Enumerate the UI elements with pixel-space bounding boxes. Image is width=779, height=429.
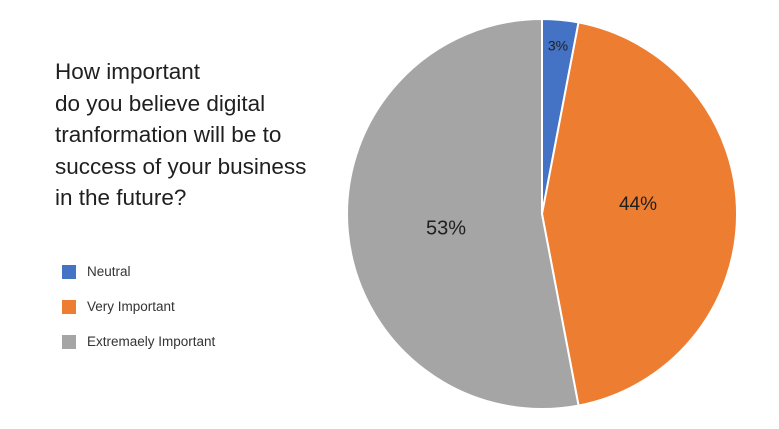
legend-swatch-neutral xyxy=(62,265,76,279)
chart-title-line: tranformation will be to xyxy=(55,122,282,147)
chart-title-line: in the future? xyxy=(55,185,187,210)
chart-title-line: do you believe digital xyxy=(55,90,266,116)
pie-slice-very-important xyxy=(541,21,738,407)
legend-swatch-very-important xyxy=(62,300,76,314)
legend-item-neutral: Neutral xyxy=(62,264,215,299)
data-label-extremaely-important: 53% xyxy=(426,217,466,239)
legend-item-very-important: Very Important xyxy=(62,299,215,334)
legend-swatch-extremely-important xyxy=(62,335,76,349)
pie-slice-extremaely-important xyxy=(346,18,580,410)
legend-item-extremely-important: Extremaely Important xyxy=(62,334,215,369)
data-label-very-important: 44% xyxy=(619,194,657,215)
legend-label: Neutral xyxy=(87,264,131,279)
chart-title-line: How important xyxy=(55,59,201,84)
legend-label: Extremaely Important xyxy=(87,334,216,349)
data-label-neutral: 3% xyxy=(548,38,568,54)
legend-label: Very Important xyxy=(87,299,175,314)
chart-title: How important do you believe digital tra… xyxy=(55,56,340,214)
chart-title-line: success of your business xyxy=(55,153,307,179)
legend: Neutral Very Important Extremaely Import… xyxy=(62,264,215,369)
